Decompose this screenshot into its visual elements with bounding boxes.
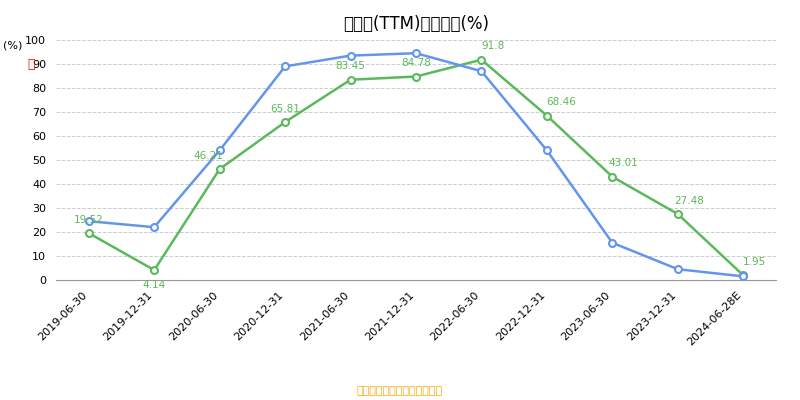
行业均值 bbox=[673, 267, 682, 272]
Text: 19.52: 19.52 bbox=[74, 215, 104, 225]
公司 bbox=[411, 74, 421, 79]
Text: 68.46: 68.46 bbox=[546, 97, 576, 107]
Line: 行业均值: 行业均值 bbox=[86, 50, 746, 280]
公司 bbox=[150, 268, 159, 272]
Line: 公司: 公司 bbox=[86, 56, 746, 279]
公司 bbox=[738, 273, 748, 278]
行业均值 bbox=[150, 225, 159, 230]
公司 bbox=[346, 77, 355, 82]
公司 bbox=[84, 231, 94, 236]
行业均值 bbox=[738, 274, 748, 279]
公司 bbox=[215, 167, 225, 172]
公司 bbox=[280, 120, 290, 124]
Text: 84.78: 84.78 bbox=[401, 58, 431, 68]
行业均值 bbox=[411, 51, 421, 56]
行业均值 bbox=[84, 219, 94, 224]
行业均值 bbox=[346, 53, 355, 58]
Title: 市销率(TTM)历史分位(%): 市销率(TTM)历史分位(%) bbox=[343, 15, 489, 33]
Text: 83.45: 83.45 bbox=[336, 61, 366, 71]
Text: 46.21: 46.21 bbox=[194, 151, 223, 161]
公司 bbox=[607, 174, 617, 179]
行业均值 bbox=[607, 240, 617, 245]
行业均值 bbox=[280, 64, 290, 69]
公司 bbox=[542, 113, 552, 118]
Text: 制图数据来自恒生聚源数据库: 制图数据来自恒生聚源数据库 bbox=[357, 386, 443, 396]
公司 bbox=[477, 57, 486, 62]
Text: 1.95: 1.95 bbox=[742, 257, 766, 267]
Text: 27.48: 27.48 bbox=[674, 196, 704, 206]
Text: (%): (%) bbox=[3, 40, 22, 50]
Text: ⓧ: ⓧ bbox=[27, 58, 34, 70]
Text: 91.8: 91.8 bbox=[481, 41, 504, 51]
Text: 4.14: 4.14 bbox=[142, 280, 166, 290]
公司 bbox=[673, 212, 682, 216]
Text: 43.01: 43.01 bbox=[609, 158, 638, 168]
行业均值 bbox=[542, 148, 552, 153]
行业均值 bbox=[215, 148, 225, 153]
Text: 65.81: 65.81 bbox=[270, 104, 300, 114]
行业均值 bbox=[477, 69, 486, 74]
